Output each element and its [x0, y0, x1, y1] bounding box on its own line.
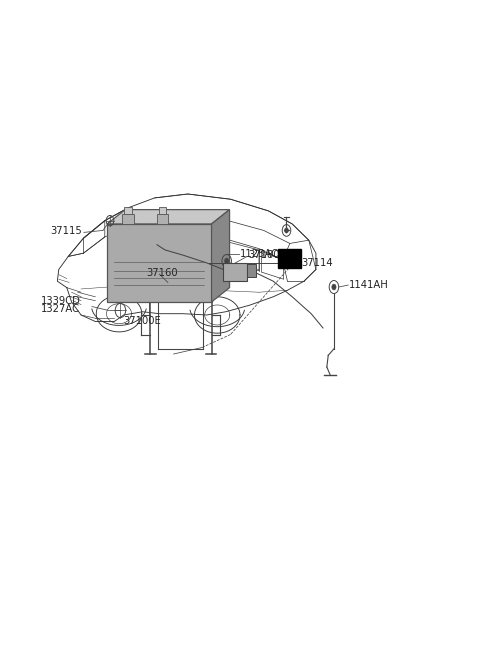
FancyBboxPatch shape [159, 207, 167, 213]
Text: 1339CD: 1339CD [41, 297, 81, 306]
Polygon shape [212, 210, 229, 302]
Polygon shape [107, 224, 212, 302]
Text: 37100E: 37100E [123, 316, 161, 327]
FancyBboxPatch shape [223, 263, 247, 281]
Text: 37114: 37114 [301, 258, 333, 268]
Circle shape [225, 258, 229, 264]
Text: 37160: 37160 [146, 268, 178, 277]
Text: 37115: 37115 [51, 226, 83, 236]
FancyBboxPatch shape [278, 249, 301, 268]
Text: 37180F: 37180F [248, 250, 285, 260]
Text: 1141AH: 1141AH [349, 280, 389, 290]
FancyBboxPatch shape [157, 213, 168, 224]
Circle shape [285, 228, 288, 233]
Text: 1125AC: 1125AC [240, 249, 279, 260]
Polygon shape [107, 210, 229, 224]
FancyBboxPatch shape [122, 213, 134, 224]
FancyBboxPatch shape [247, 264, 256, 277]
FancyBboxPatch shape [124, 207, 132, 213]
Circle shape [332, 284, 336, 290]
Text: 1327AC: 1327AC [41, 304, 80, 314]
